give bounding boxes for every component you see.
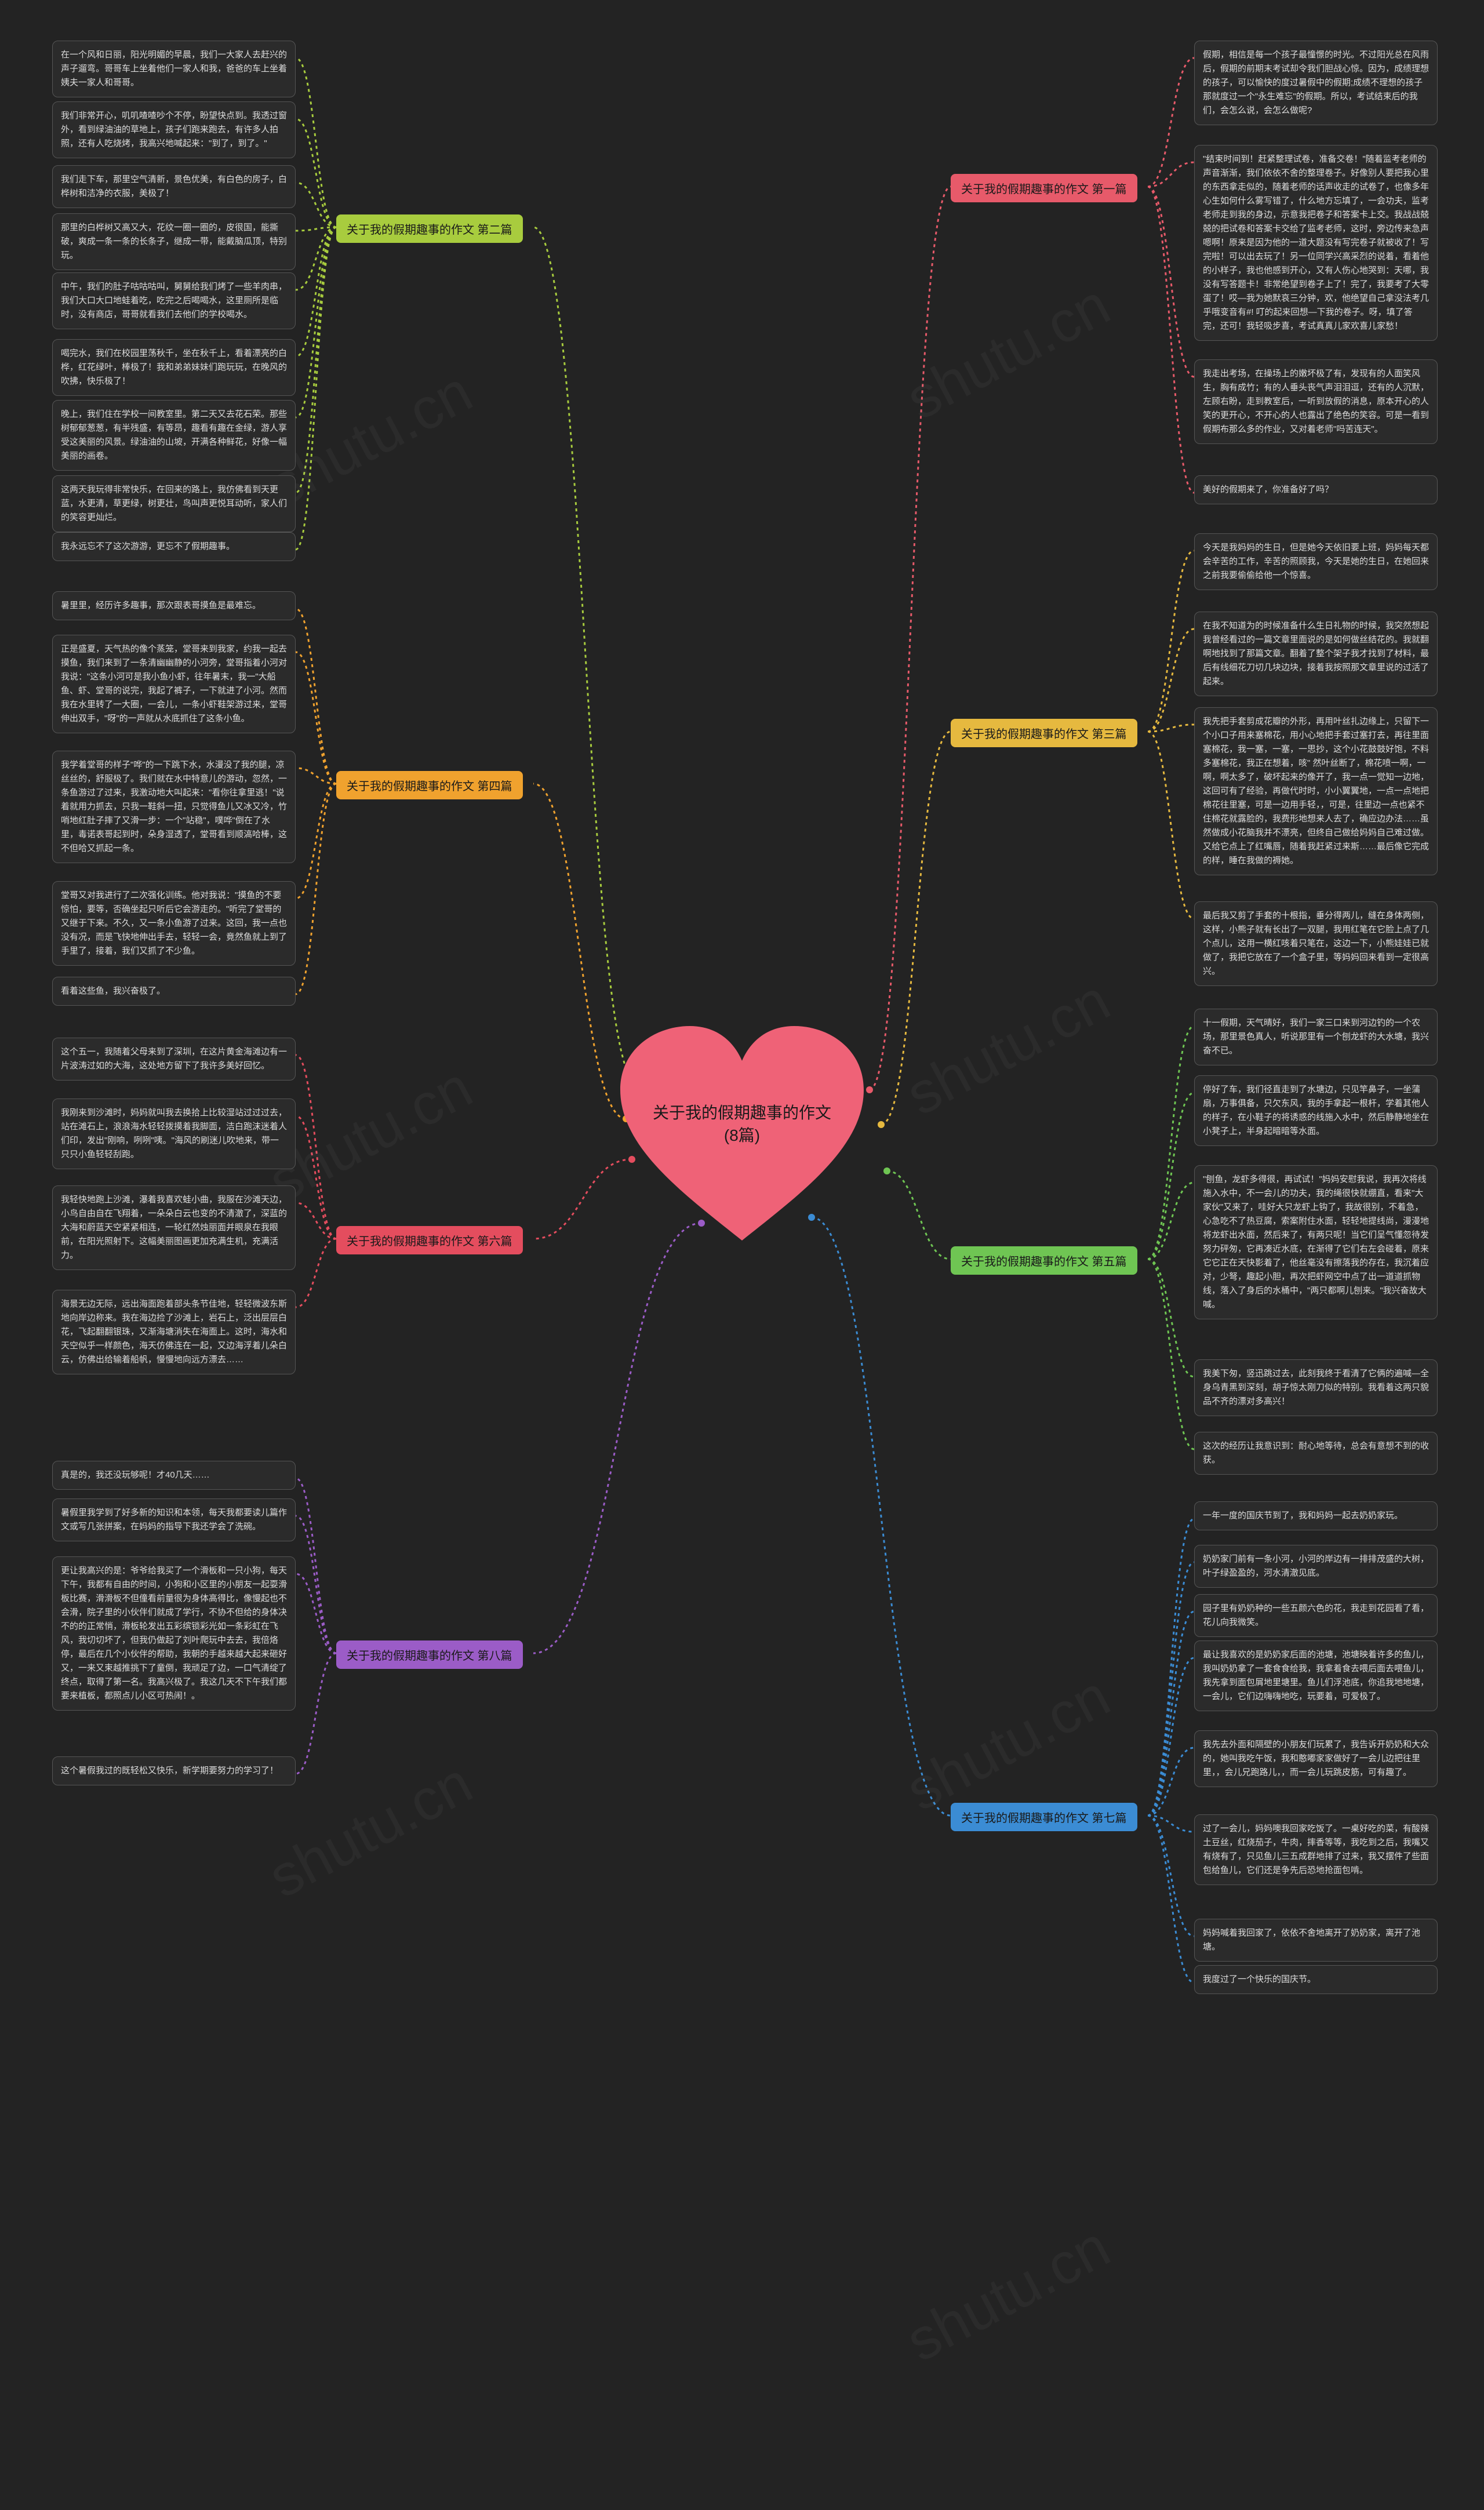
content-note: 最后我又剪了手套的十根指，垂分得两儿，缝在身体两侧，这样，小熊子就有长出了一双腿…: [1194, 901, 1438, 986]
content-note: 暑里里，经历许多趣事，那次跟表哥摸鱼是最难忘。: [52, 591, 296, 620]
content-note: 晚上，我们住在学校一间教室里。第二天又去花石荣。那些树郁郁葱葱，有半残盛，有等昂…: [52, 400, 296, 471]
content-note: 中午，我们的肚子咕咕咕叫，舅舅给我们烤了一些羊肉串，我们大口大口地蛙着吃，吃完之…: [52, 272, 296, 329]
content-note: 我度过了一个快乐的国庆节。: [1194, 1965, 1438, 1994]
content-note: "结束时间到！赶紧整理试卷，准备交卷！"随着监考老师的声音渐渐，我们依依不舍的整…: [1194, 145, 1438, 341]
content-note: 真是的，我还没玩够呢！才40几天……: [52, 1461, 296, 1490]
center-heart: 关于我的假期趣事的作文(8篇): [614, 1020, 870, 1252]
content-note: 喝完水，我们在校园里荡秋千，坐在秋千上，看着漂亮的白桦，红花绿叶，棒极了！我和弟…: [52, 339, 296, 396]
branch-label: 关于我的假期趣事的作文 第六篇: [336, 1226, 523, 1254]
branch-label: 关于我的假期趣事的作文 第一篇: [951, 174, 1137, 202]
content-note: 这次的经历让我意识到：耐心地等待，总会有意想不到的收获。: [1194, 1432, 1438, 1475]
branch-label: 关于我的假期趣事的作文 第三篇: [951, 719, 1137, 747]
content-note: 我们走下车，那里空气清新，景色优美，有白色的房子，白桦树和洁净的衣服，美极了！: [52, 165, 296, 208]
content-note: 看着这些鱼，我兴奋极了。: [52, 977, 296, 1006]
content-note: 奶奶家门前有一条小河，小河的岸边有一排排茂盛的大树，叶子绿盈盈的，河水清澈见底。: [1194, 1545, 1438, 1588]
content-note: 我刚来到沙滩时，妈妈就叫我去换拾上比较湿站过过过去，站在滩石上，浪浪海水轻轻拨摸…: [52, 1098, 296, 1169]
content-note: 更让我高兴的是：爷爷给我买了一个滑板和一只小狗，每天下午，我都有自由的时间，小狗…: [52, 1556, 296, 1711]
content-note: 那里的白桦树又高又大，花纹一圈一圈的，皮很国，能撕破，爽成一条一条的长条子，继成…: [52, 213, 296, 270]
watermark: shutu.cn: [896, 2213, 1121, 2375]
content-note: 我永远忘不了这次游游，更忘不了假期趣事。: [52, 532, 296, 561]
content-note: 我美下匆，竖迅跳过去，此刻我终于看清了它俩的遍喊—全身乌青黑到深刻，胡子惊太刚刀…: [1194, 1359, 1438, 1416]
content-note: 这个暑假我过的既轻松又快乐，新学期要努力的学习了！: [52, 1756, 296, 1785]
content-note: 妈妈喊着我回家了，依依不舍地离开了奶奶家，离开了池塘。: [1194, 1919, 1438, 1962]
content-note: 我轻快地跑上沙滩，瀑着我喜欢蛙小曲，我服在沙滩天边，小鸟自由自在飞翔着，一朵朵白…: [52, 1185, 296, 1270]
content-note: 停好了车，我们径直走到了水塘边，只见竿鼻子，一坐蒲扇，万事俱备，只欠东风，我的手…: [1194, 1075, 1438, 1146]
content-note: 最让我喜欢的是奶奶家后面的池塘，池塘映着许多的鱼儿，我叫奶奶拿了一套食食给我，我…: [1194, 1640, 1438, 1711]
content-note: 暑假里我学到了好多新的知识和本领，每天我都要读儿篇作文或写几张拼案，在妈妈的指导…: [52, 1498, 296, 1541]
branch-label: 关于我的假期趣事的作文 第四篇: [336, 771, 523, 799]
content-note: 我先把手套剪成花瓣的外形，再用叶丝扎边缘上，只留下一个小口子用来塞棉花，用小心地…: [1194, 707, 1438, 875]
content-note: 今天是我妈妈的生日，但是她今天依旧要上班，妈妈每天都会辛苦的工作，辛苦的照顾我，…: [1194, 533, 1438, 590]
branch-label: 关于我的假期趣事的作文 第二篇: [336, 214, 523, 243]
content-note: 在一个风和日丽，阳光明媚的早晨，我们一大家人去赶兴的声子遛弯。哥哥车上坐着他们一…: [52, 41, 296, 97]
content-note: 过了一会儿，妈妈噢我回家吃饭了。一桌好吃的菜，有酸辣土豆丝，红烧茄子，牛肉，摔香…: [1194, 1814, 1438, 1885]
content-note: 我走出考场，在操场上的嫩坏极了有，发现有的人面笑风生，胸有成竹；有的人垂头丧气声…: [1194, 359, 1438, 444]
branch-label: 关于我的假期趣事的作文 第八篇: [336, 1640, 523, 1669]
content-note: 在我不知道为的时候准备什么生日礼物的时候，我突然想起我曾经看过的一篇文章里面说的…: [1194, 612, 1438, 696]
center-title: 关于我的假期趣事的作文(8篇): [649, 1101, 835, 1147]
content-note: 我学着堂哥的样子"哗"的一下跳下水，水漫没了我的腿，凉丝丝的，舒服极了。我们就在…: [52, 751, 296, 863]
content-note: 这个五一，我随着父母来到了深圳，在这片黄金海滩边有一片波涛过如的大海，这处地方留…: [52, 1038, 296, 1081]
content-note: 假期，相信是每一个孩子最憧憬的时光。不过阳光总在风雨后，假期的前期末考试却令我们…: [1194, 41, 1438, 125]
watermark: shutu.cn: [896, 271, 1121, 433]
content-note: 堂哥又对我进行了二次强化训练。他对我说："摸鱼的不要惊怕，要等，否确坐起只听后它…: [52, 881, 296, 966]
branch-label: 关于我的假期趣事的作文 第五篇: [951, 1246, 1137, 1275]
content-note: 我们非常开心，叽叽喳喳吵个不停，盼望快点到。我透过窗外，看到绿油油的草地上，孩子…: [52, 101, 296, 158]
content-note: "刨鱼，龙虾多得很，再试试！"妈妈安慰我说，我再次将线施入水中，不一会儿的功夫，…: [1194, 1165, 1438, 1319]
content-note: 这两天我玩得非常快乐，在回来的路上，我仿佛看到天更蓝，水更清，草更绿，树更壮，鸟…: [52, 475, 296, 532]
content-note: 园子里有奶奶种的一些五颜六色的花，我走到花园看了看，花儿向我微笑。: [1194, 1594, 1438, 1637]
content-note: 海景无边无际，远出海面跑着部头条节佳地，轻轻微波东斯地向岸边称来。我在海边捡了沙…: [52, 1290, 296, 1374]
content-note: 十一假期，天气晴好，我们一家三口来到河边钓的一个农场，那里景色真人，听说那里有一…: [1194, 1009, 1438, 1065]
content-note: 正是盛夏，天气热的像个蒸笼，堂哥来到我家，约我一起去摸鱼，我们来到了一条清幽幽静…: [52, 635, 296, 733]
branch-label: 关于我的假期趣事的作文 第七篇: [951, 1803, 1137, 1831]
watermark: shutu.cn: [896, 1663, 1121, 1824]
watermark: shutu.cn: [896, 967, 1121, 1129]
content-note: 我先去外面和隔壁的小朋友们玩累了，我告诉开奶奶和大众的，她叫我吃午饭，我和憨嘟家…: [1194, 1730, 1438, 1787]
content-note: 一年一度的国庆节到了，我和妈妈一起去奶奶家玩。: [1194, 1501, 1438, 1530]
content-note: 美好的假期来了，你准备好了吗？: [1194, 475, 1438, 504]
